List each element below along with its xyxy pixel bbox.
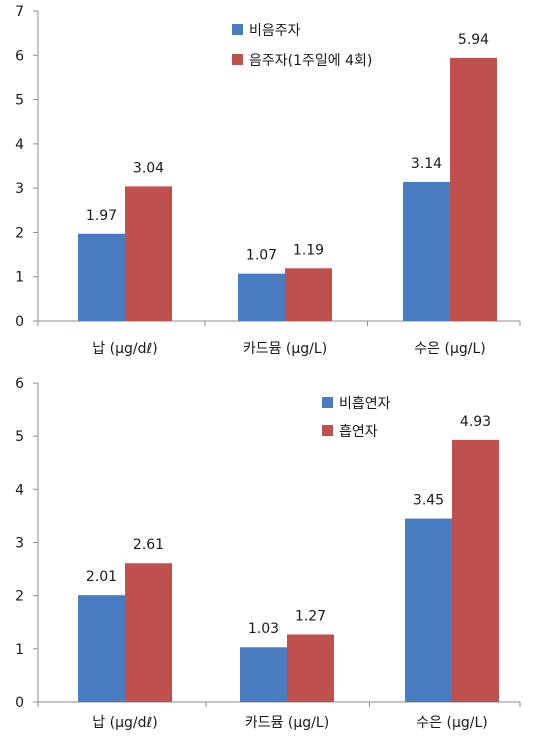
chart-panel-1: 0 1 2 3 4 5 6 7 1.97 3.04 납 (μg/dℓ) 1.07 1.19 카드뮴 (μg…	[15, 4, 521, 357]
bar	[240, 647, 287, 702]
x-category-label: 카드뮴 (μg/L)	[243, 341, 327, 357]
data-label: 1.97	[86, 208, 117, 224]
y-tick-label: 6	[15, 376, 24, 392]
y-tick-label: 5	[15, 93, 24, 109]
bar	[403, 181, 450, 321]
y-tick-label: 5	[15, 429, 24, 445]
y-tick-label: 4	[15, 482, 24, 498]
legend-swatch	[322, 425, 333, 436]
y-tick-label: 3	[15, 181, 24, 197]
bar	[238, 273, 285, 321]
data-label: 2.61	[133, 537, 164, 553]
x-category-label: 카드뮴 (μg/L)	[245, 715, 329, 731]
data-label: 4.93	[460, 414, 491, 430]
x-category-label: 수은 (μg/L)	[416, 715, 487, 731]
y-tick-label: 6	[15, 48, 24, 64]
bar	[125, 563, 172, 702]
y-tick-label: 4	[15, 137, 24, 153]
y-tick-label: 7	[15, 4, 24, 20]
data-label: 3.45	[413, 493, 444, 509]
data-label: 1.03	[248, 621, 279, 637]
x-category-label: 납 (μg/dℓ)	[92, 341, 157, 357]
data-label: 2.01	[86, 569, 117, 585]
legend-label: 비흡연자	[339, 396, 391, 412]
bar	[78, 595, 125, 702]
bar	[452, 439, 499, 702]
legend-label: 비음주자	[249, 23, 301, 39]
y-tick-label: 2	[15, 589, 24, 605]
data-label: 3.14	[411, 156, 442, 172]
y-tick-label: 0	[15, 314, 24, 330]
x-category-label: 수은 (μg/L)	[414, 341, 485, 357]
data-label: 1.19	[293, 242, 324, 258]
legend-label: 음주자(1주일에 4회)	[249, 53, 372, 69]
data-label: 3.04	[133, 160, 164, 176]
bar	[287, 634, 334, 702]
y-tick-label: 0	[15, 695, 24, 711]
data-label: 1.27	[295, 608, 326, 624]
bar	[405, 518, 452, 702]
legend-swatch	[322, 397, 333, 408]
y-tick-label: 1	[15, 270, 24, 286]
chart-panel-2: 0 1 2 3 4 5 6 2.01 2.61 납 (μg/dℓ) 1.03 1.27 카드뮴 (μg/…	[15, 376, 521, 731]
legend-swatch	[232, 24, 243, 35]
bar	[125, 186, 172, 321]
y-tick-label: 2	[15, 225, 24, 241]
y-tick-label: 1	[15, 642, 24, 658]
data-label: 5.94	[458, 32, 489, 48]
bar	[450, 57, 497, 321]
data-label: 1.07	[246, 248, 277, 264]
x-category-label: 납 (μg/dℓ)	[92, 715, 157, 731]
bar	[78, 233, 125, 321]
y-tick-label: 3	[15, 536, 24, 552]
legend-label: 흡연자	[339, 424, 378, 440]
legend-swatch	[232, 54, 243, 65]
bar	[285, 268, 332, 321]
